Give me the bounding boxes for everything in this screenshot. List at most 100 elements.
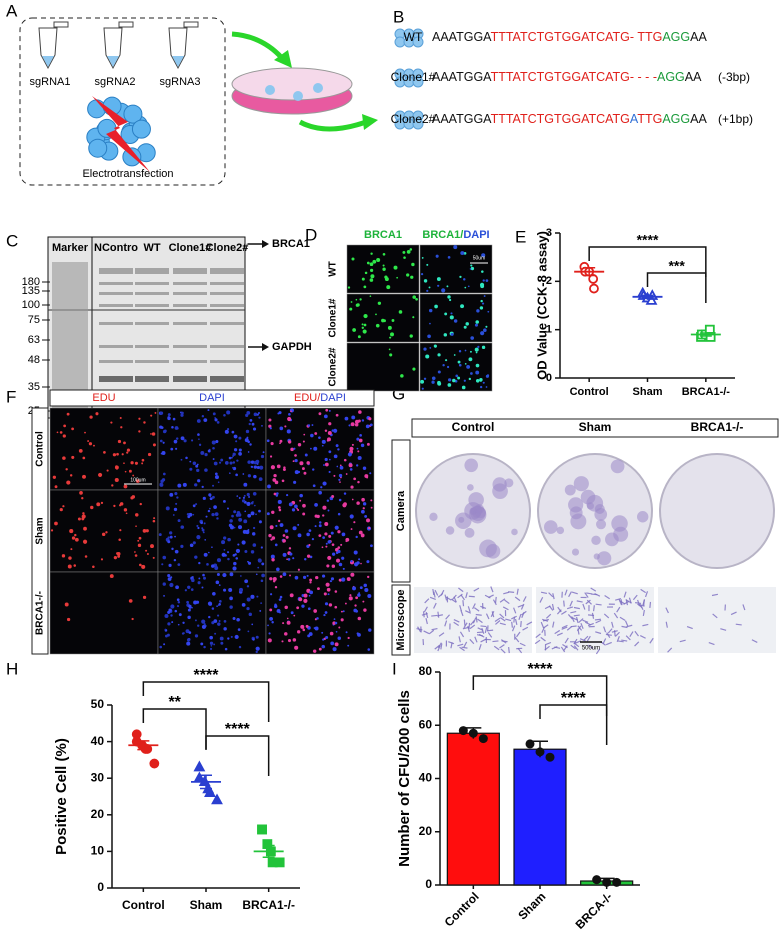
column-header: BRCA1 <box>364 229 402 241</box>
cell-dot <box>311 537 315 541</box>
cell-dot <box>301 604 305 608</box>
cell-dot <box>286 429 291 434</box>
cell-stroke <box>639 635 646 639</box>
cell-dot <box>357 335 361 339</box>
cell-dot <box>67 564 72 569</box>
cell-dot <box>117 439 122 444</box>
cell-dot <box>477 345 480 348</box>
cell-dot <box>351 257 355 261</box>
cell-dot <box>449 315 454 320</box>
cell-dot <box>209 494 212 497</box>
cell-dot <box>361 497 365 502</box>
cell-dot <box>318 412 322 416</box>
cell-dot <box>260 579 264 583</box>
cell-dot <box>236 495 239 497</box>
cell-dot <box>216 420 220 424</box>
cell-stroke <box>629 631 634 637</box>
cell-dot <box>314 432 318 435</box>
cell-dot <box>325 545 328 548</box>
cell-dot <box>82 474 86 479</box>
cell-icon <box>412 36 424 48</box>
cell-dot <box>328 409 331 412</box>
cell-stroke <box>554 646 561 649</box>
cell-dot <box>135 525 137 527</box>
cell-stroke <box>480 638 487 643</box>
cell-dot <box>275 494 279 497</box>
cell-dot <box>176 496 179 499</box>
cell-dot <box>223 588 227 592</box>
cell-stroke <box>472 603 476 610</box>
cell-dot <box>349 468 353 471</box>
cell-dot <box>465 322 469 326</box>
cell-dot <box>214 475 219 480</box>
cell-dot <box>208 615 211 619</box>
cell-dot <box>290 410 292 413</box>
cell-dot <box>212 458 215 461</box>
cell-dot <box>334 621 338 625</box>
cell-dot <box>358 410 362 414</box>
cell-dot <box>228 588 233 593</box>
cell-stroke <box>444 594 448 601</box>
cell-dot <box>71 536 76 540</box>
cell-dot <box>246 597 251 602</box>
y-tick-label: 20 <box>419 824 433 838</box>
cell-dot <box>209 497 213 501</box>
column-header: BRCA1/DAPI <box>422 229 489 241</box>
cell-dot <box>292 526 297 531</box>
cell-dot <box>214 512 219 517</box>
cell-dot <box>370 252 373 255</box>
cell-dot <box>118 538 121 542</box>
cell-dot <box>248 422 251 426</box>
cell-dot <box>250 511 255 516</box>
cell-dot <box>215 580 220 585</box>
colony <box>468 492 484 508</box>
band <box>210 345 244 348</box>
tube-liquid <box>172 56 184 67</box>
cell-dot <box>170 576 173 579</box>
cell-dot <box>221 552 226 557</box>
cell-dot <box>66 617 71 622</box>
cell-stroke <box>621 625 628 629</box>
error-bar <box>699 332 712 337</box>
text-segment: AA <box>685 70 702 84</box>
cell-dot <box>69 529 74 534</box>
cell-dot <box>116 452 119 456</box>
cell-stroke <box>587 622 594 627</box>
cell-stroke <box>469 624 476 630</box>
cell-dot <box>346 577 351 582</box>
cell-dot <box>218 461 222 464</box>
cell-dot <box>195 503 198 506</box>
cell-dot <box>170 614 173 617</box>
cell-stroke <box>434 589 439 596</box>
cell-dot <box>192 504 196 508</box>
micrograph <box>419 342 493 392</box>
cell-dot <box>479 385 483 389</box>
cell-dot <box>328 603 333 607</box>
cell-dot <box>213 505 217 509</box>
cell-dot <box>77 517 81 521</box>
cell-dot <box>161 451 166 456</box>
cell-dot <box>390 332 394 337</box>
cell-stroke <box>603 613 610 619</box>
cell-dot <box>370 544 373 548</box>
sequence: AAATGGATTTATCTGTGGATCATG- TTGAGGAA <box>432 30 707 44</box>
cell-dot <box>479 306 484 310</box>
cell-dot <box>272 478 277 482</box>
cell-dot <box>71 455 75 459</box>
cell-stroke <box>591 612 595 619</box>
cell-dot <box>196 419 201 423</box>
y-tick-label: 2 <box>546 275 552 287</box>
cell-dot <box>372 259 377 264</box>
cell-stroke <box>465 592 468 599</box>
cell-stroke <box>541 627 545 634</box>
cell-dot <box>266 512 270 516</box>
cell-dot <box>297 508 300 512</box>
cell-dot <box>175 447 178 450</box>
cell-dot <box>391 319 395 322</box>
cell-dot <box>444 312 448 316</box>
band <box>135 282 169 285</box>
row-label: BRCA1-/- <box>35 591 46 635</box>
cell-stroke <box>626 599 632 604</box>
cell-dot <box>164 628 167 631</box>
cell-stroke <box>644 591 649 598</box>
